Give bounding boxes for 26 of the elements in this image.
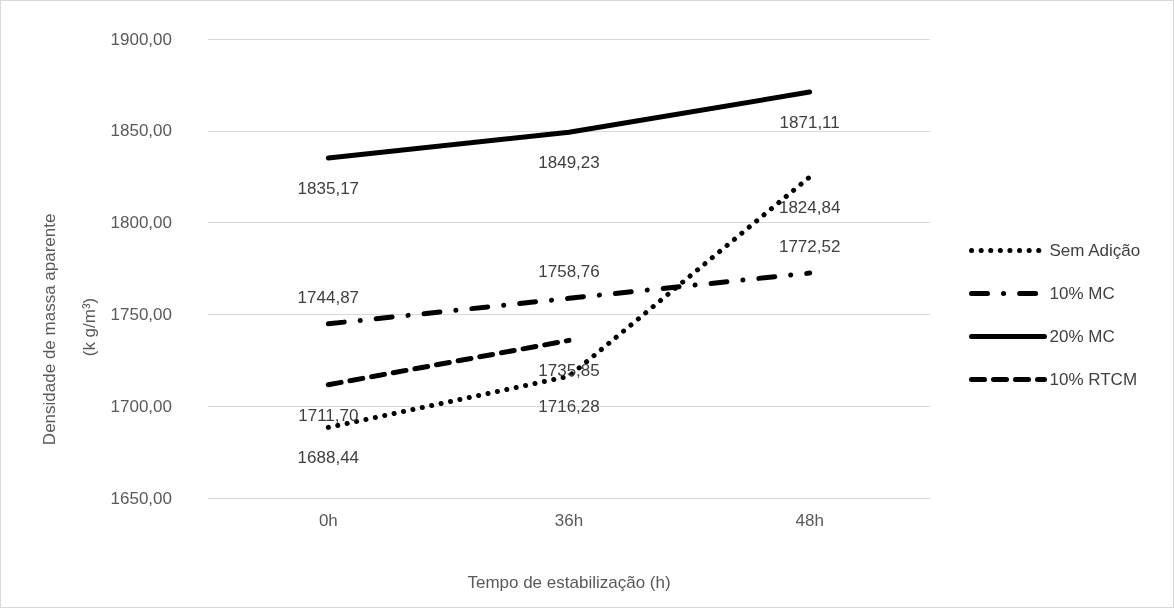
data-label: 1835,17 — [297, 179, 360, 199]
y-tick-label: 1850,00 — [110, 121, 172, 141]
x-tick-label: 48h — [795, 511, 824, 530]
data-label: 1772,52 — [778, 237, 841, 257]
data-label: 1758,76 — [538, 262, 600, 282]
y-tick-label: 1800,00 — [110, 213, 172, 233]
data-label: 1688,44 — [297, 448, 360, 468]
legend-label: 10% RTCM — [1049, 370, 1138, 389]
text: Densidade de massa aparente (k g/m³) — [39, 213, 99, 446]
data-label: 1735,85 — [538, 361, 600, 381]
x-axis-title: Tempo de estabilização (h) — [467, 573, 671, 592]
x-tick-label: 36h — [554, 511, 584, 530]
data-label: 1711,70 — [298, 405, 359, 425]
x-tick-label: 0h — [318, 511, 338, 530]
data-label: 1716,28 — [538, 397, 600, 417]
legend-label: 20% MC — [1049, 327, 1115, 346]
y-tick-label: 1700,00 — [110, 396, 172, 416]
legend-label: 10% MC — [1049, 284, 1115, 303]
y-tick-label: 1900,00 — [110, 29, 172, 49]
y-tick-label: 1750,00 — [110, 304, 172, 324]
y-tick-label: 1650,00 — [110, 488, 172, 508]
data-label: 1824,84 — [778, 197, 841, 217]
data-label: 1744,87 — [297, 287, 360, 307]
data-label: 1871,11 — [779, 113, 840, 133]
legend-label: Sem Adição — [1049, 241, 1141, 260]
data-label: 1849,23 — [538, 153, 600, 173]
